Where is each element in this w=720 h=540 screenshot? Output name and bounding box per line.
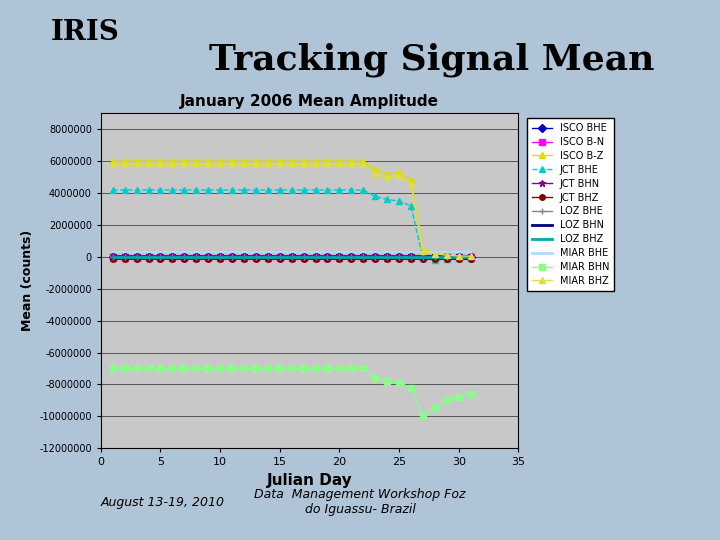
Y-axis label: Mean (counts): Mean (counts): [21, 230, 34, 332]
Text: Data  Management Workshop Foz
do Iguassu- Brazil: Data Management Workshop Foz do Iguassu-…: [254, 488, 466, 516]
Title: January 2006 Mean Amplitude: January 2006 Mean Amplitude: [180, 94, 439, 110]
Legend: ISCO BHE, ISCO B-N, ISCO B-Z, JCT BHE, JCT BHN, JCT BHZ, LOZ BHE, LOZ BHN, LOZ B: ISCO BHE, ISCO B-N, ISCO B-Z, JCT BHE, J…: [528, 118, 614, 291]
X-axis label: Julian Day: Julian Day: [266, 473, 353, 488]
Text: August 13-19, 2010: August 13-19, 2010: [101, 496, 225, 509]
Text: Tracking Signal Mean: Tracking Signal Mean: [210, 42, 654, 77]
Text: IRIS: IRIS: [50, 19, 119, 46]
